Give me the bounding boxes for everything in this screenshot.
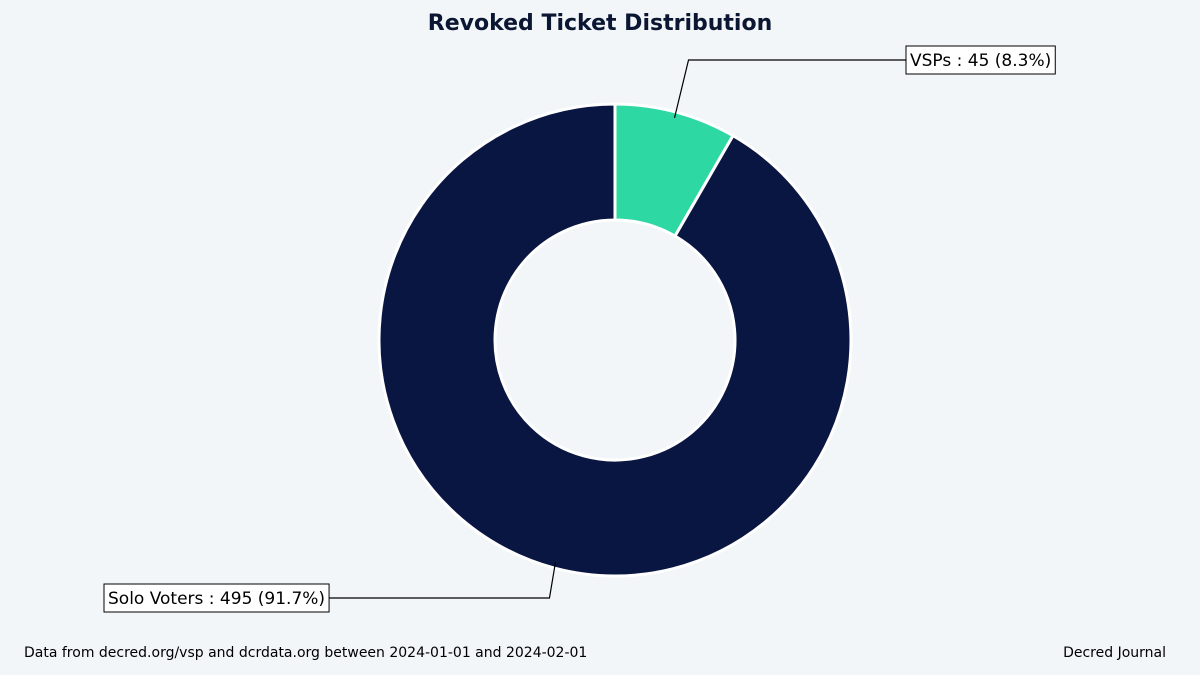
callout-label-vsps: VSPs : 45 (8.3%) [910, 51, 1051, 71]
credit-label: Decred Journal [1063, 645, 1166, 661]
callout-box [905, 45, 1056, 75]
callout-label-solo-voters: Solo Voters : 495 (91.7%) [108, 589, 325, 609]
callout-leader-line [329, 562, 557, 599]
slices-group [377, 102, 853, 578]
data-source-note: Data from decred.org/vsp and dcrdata.org… [24, 645, 588, 661]
callouts-group: VSPs : 45 (8.3%) Solo Voters : 495 (91.7%… [103, 45, 1056, 613]
donut-slice-solo-voters [377, 102, 853, 578]
callout-box [103, 583, 330, 613]
callout-leader-line [673, 59, 906, 118]
chart-title: Revoked Ticket Distribution [428, 11, 772, 36]
